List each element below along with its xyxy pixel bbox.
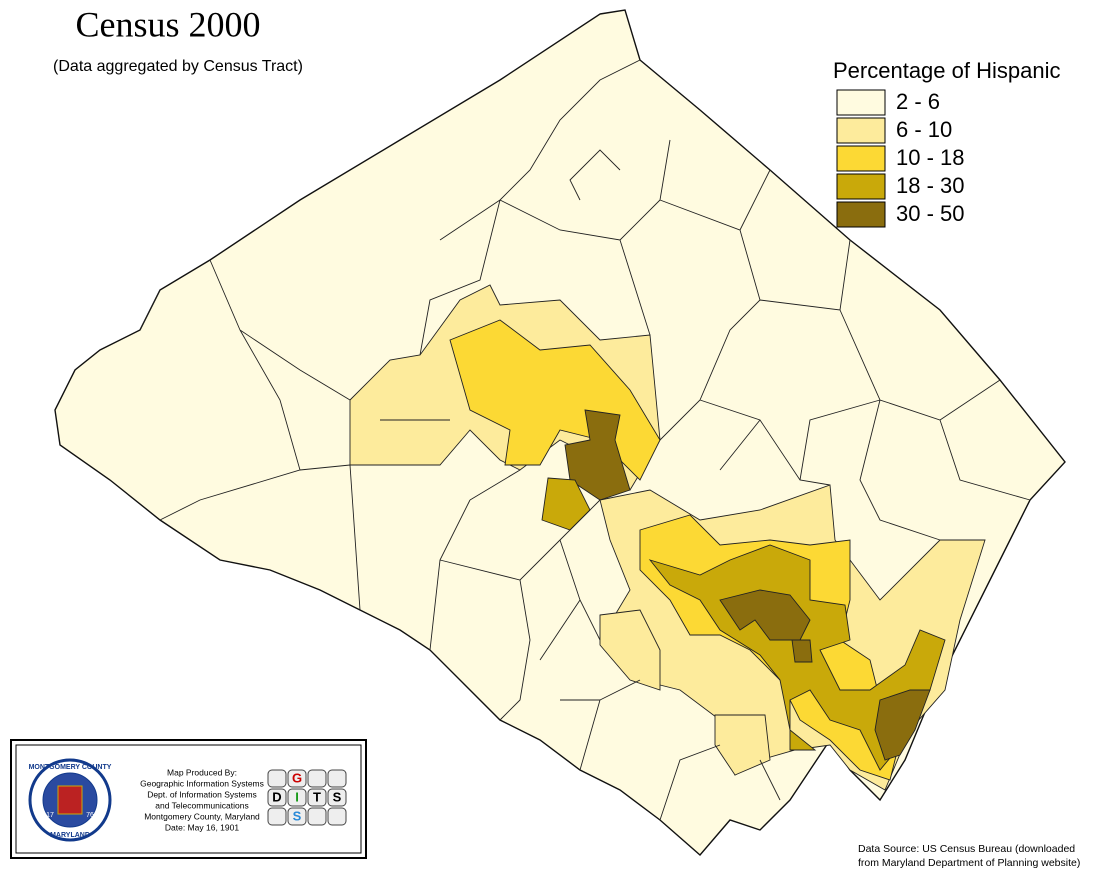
logo-tile [307, 807, 327, 826]
logo-letter: G [292, 770, 302, 785]
seal-text: MONTGOMERY COUNTY [29, 764, 112, 771]
seal-text: MARYLAND [50, 832, 90, 839]
logo-tile [327, 807, 347, 826]
tract-boundaries [139, 59, 1031, 821]
logo-letter: I [295, 789, 299, 804]
seal-text: 17 [46, 812, 54, 819]
logo-letter: S [293, 808, 302, 823]
legend-swatch [836, 173, 886, 200]
legend: Percentage of Hispanic 2 - 6 6 - 10 10 - 1… [833, 58, 1060, 228]
seal-shield [57, 785, 83, 815]
subtitle: (Data aggregated by Census Tract) [53, 58, 303, 75]
legend-swatch [836, 89, 886, 116]
legend-label: 2 - 6 [896, 89, 940, 114]
credit-line: Map Produced By: [167, 767, 237, 777]
legend-label: 30 - 50 [896, 201, 965, 226]
logo-tile [287, 807, 307, 826]
legend-swatch [836, 145, 886, 172]
source-line: Data Source: US Census Bureau (downloade… [858, 843, 1075, 855]
logo-tile [267, 807, 287, 826]
tract-region [714, 714, 771, 776]
title: Census 2000 [75, 4, 260, 44]
credit-lines: Map Produced By:Geographic Information S… [140, 767, 264, 832]
credits-box: MONTGOMERY COUNTY MARYLAND 17 76 Map Pro… [10, 739, 367, 859]
credit-line: Montgomery County, Maryland [144, 811, 260, 821]
county [54, 9, 1066, 856]
logo-tile [267, 788, 287, 807]
credits-frame-inner [15, 744, 362, 854]
legend-label: 6 - 10 [896, 117, 952, 142]
seal-text: 76 [86, 812, 94, 819]
legend-label: 10 - 18 [896, 145, 965, 170]
credit-line: Date: May 16, 1901 [165, 822, 239, 832]
data-source: Data Source: US Census Bureau (downloade… [858, 843, 1080, 869]
logo-letter: S [333, 789, 342, 804]
legend-label: 18 - 30 [896, 173, 965, 198]
logo-tile [287, 788, 307, 807]
logo-tile [327, 788, 347, 807]
tract-region [874, 689, 931, 761]
logo-tile [307, 769, 327, 788]
legend-title: Percentage of Hispanic [833, 58, 1060, 83]
logo-tile [287, 769, 307, 788]
source-line: from Maryland Department of Planning web… [858, 857, 1080, 869]
legend-swatch [836, 117, 886, 144]
logo-letter: T [313, 789, 321, 804]
tract-region [599, 609, 661, 691]
logo-tile [327, 769, 347, 788]
credit-line: and Telecommunications [155, 800, 248, 810]
logo-tile [307, 788, 327, 807]
logo-tile [267, 769, 287, 788]
credit-line: Dept. of Information Systems [147, 789, 257, 799]
credit-line: Geographic Information Systems [140, 778, 264, 788]
logo-letter: D [272, 789, 281, 804]
legend-swatch [836, 201, 886, 228]
gis-logo: GD IST S [267, 769, 347, 826]
tract-region [791, 639, 813, 663]
seal: MONTGOMERY COUNTY MARYLAND 17 76 [28, 758, 112, 842]
